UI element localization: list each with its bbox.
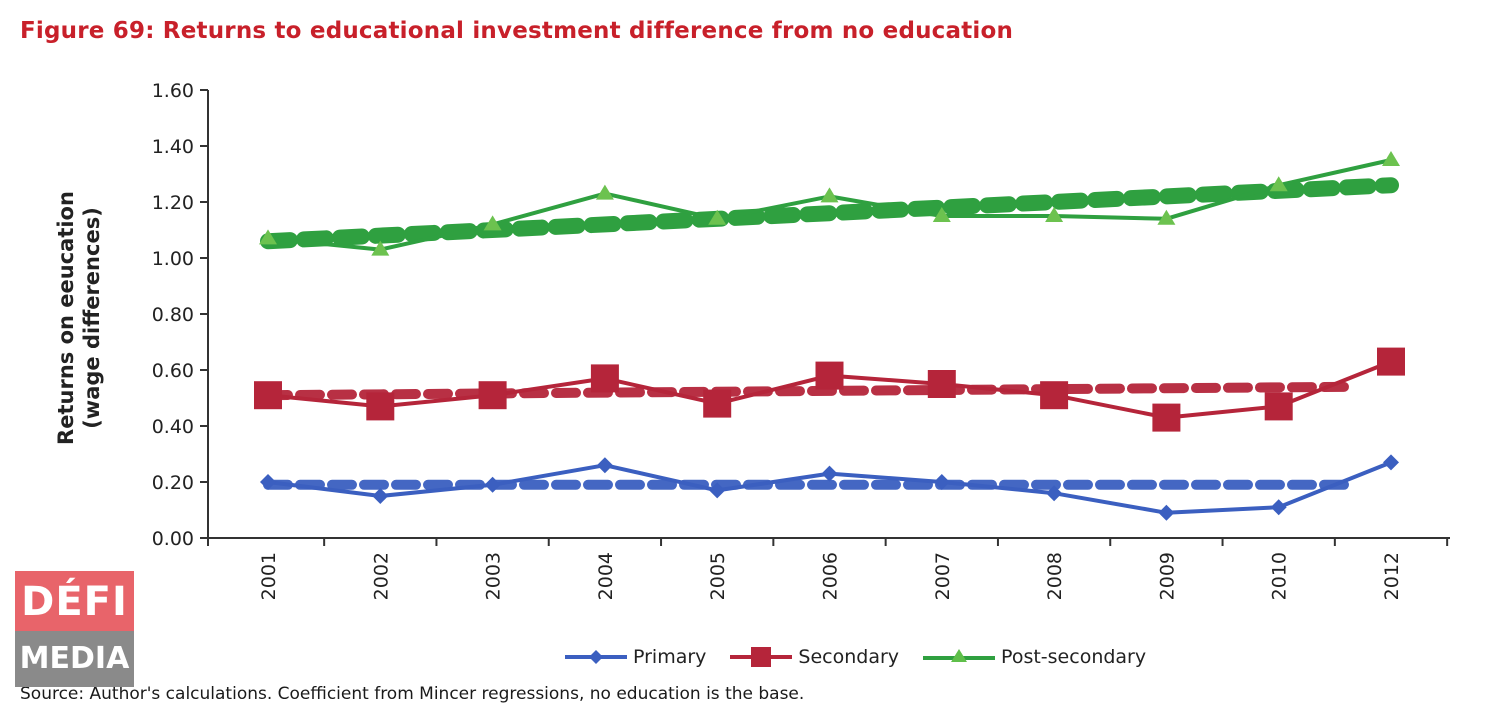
logo-defi-text: DÉFI — [15, 571, 134, 631]
primary-point — [596, 457, 613, 474]
secondary-point — [815, 361, 844, 390]
legend-label-primary: Primary — [633, 646, 707, 668]
legend-label-post-secondary: Post-secondary — [1001, 646, 1147, 668]
trendline-secondary — [263, 381, 1356, 401]
post-secondary-point — [820, 187, 839, 203]
y-tick-label: 1.00 — [152, 248, 194, 270]
logo-media-text: MEDIA — [15, 631, 134, 687]
legend-diamond-icon — [565, 650, 627, 664]
x-tick-label: 2008 — [1044, 552, 1066, 600]
post-secondary-point — [483, 215, 502, 231]
post-secondary-point — [1269, 176, 1288, 192]
post-secondary-point — [708, 209, 727, 225]
secondary-point — [1040, 381, 1069, 410]
primary-point — [484, 476, 501, 493]
primary-point — [1158, 504, 1175, 521]
y-tick-label: 0.40 — [152, 416, 194, 438]
y-axis-label-line-2: (wage differences) — [80, 207, 104, 429]
y-tick-label: 0.80 — [152, 304, 194, 326]
primary-point — [1046, 485, 1063, 502]
primary-point — [1270, 499, 1287, 516]
x-tick-label: 2004 — [595, 552, 617, 600]
y-tick-label: 1.20 — [152, 192, 194, 214]
secondary-point — [590, 364, 619, 393]
primary-point — [933, 474, 950, 490]
legend-square-icon — [730, 647, 793, 667]
secondary-point — [1377, 347, 1405, 376]
post-secondary-point — [371, 240, 390, 256]
secondary-point — [478, 381, 507, 410]
x-tick-label: 2010 — [1269, 552, 1291, 600]
y-tick-label: 1.40 — [152, 136, 194, 158]
y-tick-label: 0.00 — [152, 528, 194, 550]
legend-item-secondary: Secondary — [730, 646, 899, 668]
legend-triangle-icon — [923, 649, 996, 662]
secondary-point — [1152, 403, 1181, 432]
post-secondary-point — [932, 207, 951, 222]
x-tick-label: 2012 — [1381, 552, 1403, 600]
x-tick-label: 2006 — [820, 552, 842, 600]
secondary-point — [254, 381, 282, 410]
x-tick-label: 2002 — [370, 552, 392, 600]
y-tick-label: 1.60 — [152, 80, 194, 102]
series-line-post-secondary — [267, 158, 1392, 252]
secondary-point — [703, 389, 732, 418]
x-tick-label: 2001 — [258, 552, 280, 600]
y-tick-label: 0.60 — [152, 360, 194, 382]
primary-point — [709, 482, 726, 499]
y-axis-label: Returns on eeucation (wage differences) — [53, 191, 105, 445]
legend-item-post-secondary: Post-secondary — [923, 646, 1146, 668]
primary-point — [1383, 454, 1399, 471]
post-secondary-point — [1045, 207, 1064, 222]
post-secondary-point — [1382, 151, 1400, 166]
chart-legend: Primary Secondary Post-secondary — [565, 640, 1170, 674]
post-secondary-point — [1157, 209, 1176, 225]
x-tick-label: 2005 — [707, 552, 729, 600]
legend-label-secondary: Secondary — [798, 646, 900, 668]
secondary-point — [366, 392, 395, 421]
post-secondary-point — [595, 184, 614, 200]
figure-title: Figure 69: Returns to educational invest… — [20, 18, 1014, 44]
primary-point — [821, 465, 838, 482]
y-axis-label-line-1: Returns on eeucation — [54, 191, 78, 445]
secondary-point — [927, 370, 956, 398]
defi-media-logo: DÉFI MEDIA — [15, 571, 134, 687]
x-tick-label: 2009 — [1156, 552, 1178, 600]
post-secondary-point — [259, 229, 277, 245]
x-tick-label: 2007 — [932, 552, 954, 600]
primary-point — [260, 474, 276, 490]
source-note: Source: Author's calculations. Coefficie… — [20, 684, 805, 704]
legend-item-primary: Primary — [565, 646, 706, 668]
primary-point — [372, 488, 389, 504]
y-tick-label: 0.20 — [152, 472, 194, 494]
x-tick-label: 2003 — [483, 552, 505, 600]
secondary-point — [1264, 392, 1293, 421]
